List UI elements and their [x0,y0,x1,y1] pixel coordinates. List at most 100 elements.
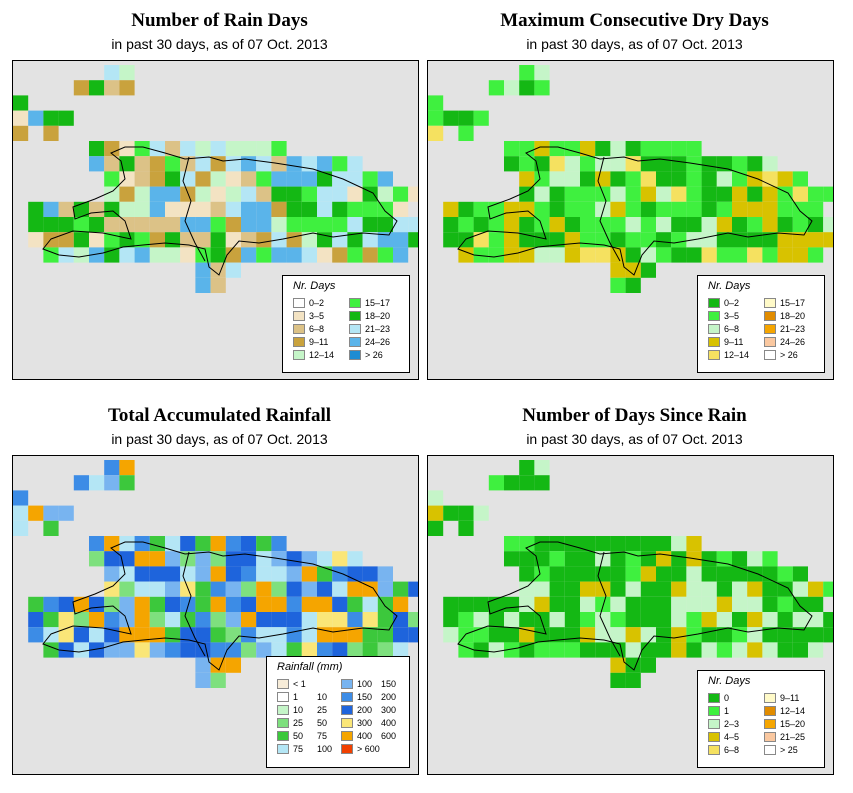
legend-swatch [708,337,720,347]
grid-cell [671,627,687,643]
grid-cell [716,642,732,658]
grid-cell [241,612,257,628]
grid-cell [640,141,656,157]
grid-cell [301,642,317,658]
grid-cell [362,201,378,217]
grid-cell [225,156,241,172]
grid-cell [823,186,833,202]
grid-cell [301,217,317,233]
grid-cell [377,247,393,263]
legend-swatch [764,732,776,742]
grid-cell [149,536,165,552]
grid-cell [549,642,565,658]
grid-cell [104,247,120,263]
grid-cell [534,566,550,582]
legend-label: 400 [357,731,373,741]
grid-cell [671,536,687,552]
grid-cell [180,217,196,233]
grid-cell [671,642,687,658]
legend-swatch [341,679,353,689]
grid-cell [792,642,808,658]
legend-swatch [708,298,720,308]
grid-cell [610,657,626,673]
grid-cell [43,217,59,233]
grid-cell [808,581,824,597]
grid-cell [256,217,272,233]
grid-cell [777,232,793,248]
grid-cell [716,627,732,643]
grid-cell [119,642,135,658]
grid-cell [377,581,393,597]
grid-cell [149,232,165,248]
grid-cell [377,612,393,628]
grid-cell [301,566,317,582]
grid-cell [104,460,120,476]
country-border [597,156,621,262]
legend-label: 15–20 [780,719,806,729]
map-days-since-rain: Nr. Days 0 1 2–3 4–5 6–8 9–11 12–14 15–2… [427,455,834,775]
grid-cell [777,201,793,217]
grid-cell [686,186,702,202]
grid-cell [241,171,257,187]
grid-cell [286,596,302,612]
grid-cell [119,536,135,552]
grid-cell [271,596,287,612]
grid-cell [377,217,393,233]
grid-cell [286,612,302,628]
grid-cell [656,201,672,217]
grid-cell [549,247,565,263]
grid-cell [347,217,363,233]
grid-cell [747,217,763,233]
legend-swatch [708,745,720,755]
grid-cell [716,581,732,597]
grid-cell [332,566,348,582]
grid-cell [625,612,641,628]
grid-cell [28,505,44,521]
legend-label: 21–25 [780,732,806,742]
grid-cell [210,141,226,157]
grid-cell [180,612,196,628]
grid-cell [317,247,333,263]
legend-swatch [764,350,776,360]
grid-cell [119,627,135,643]
grid-cell [777,612,793,628]
grid-cell [792,566,808,582]
map-canvas [13,460,418,688]
grid-cell [195,201,211,217]
grid-cell [225,581,241,597]
legend-label: > 26 [365,350,383,360]
grid-cell [549,201,565,217]
grid-cell [777,566,793,582]
grid-cell [149,201,165,217]
grid-cell [134,141,150,157]
grid-cell [519,186,535,202]
grid-cell [195,156,211,172]
grid-cell [149,612,165,628]
grid-cell [408,581,418,597]
grid-cell [564,566,580,582]
grid-cell [28,217,44,233]
grid-cell [180,536,196,552]
grid-cell [458,217,474,233]
country-border [182,551,206,657]
grid-cell [640,566,656,582]
grid-cell [792,612,808,628]
grid-cell [701,596,717,612]
legend-label: 400 [381,718,397,728]
grid-cell [519,536,535,552]
grid-cell [443,110,459,126]
grid-cell [534,460,550,476]
grid-cell [716,247,732,263]
grid-cell [625,232,641,248]
grid-cell [595,642,611,658]
grid-cell [58,232,74,248]
legend-label: 6–8 [724,745,740,755]
grid-cell [701,581,717,597]
legend-label: 75 [293,744,304,754]
legend: Rainfall (mm) < 1 1 10 10 25 25 50 50 75 75 1… [266,656,410,768]
grid-cell [89,475,105,491]
grid-cell [210,551,226,567]
grid-cell [317,171,333,187]
grid-cell [210,596,226,612]
grid-cell [580,551,596,567]
